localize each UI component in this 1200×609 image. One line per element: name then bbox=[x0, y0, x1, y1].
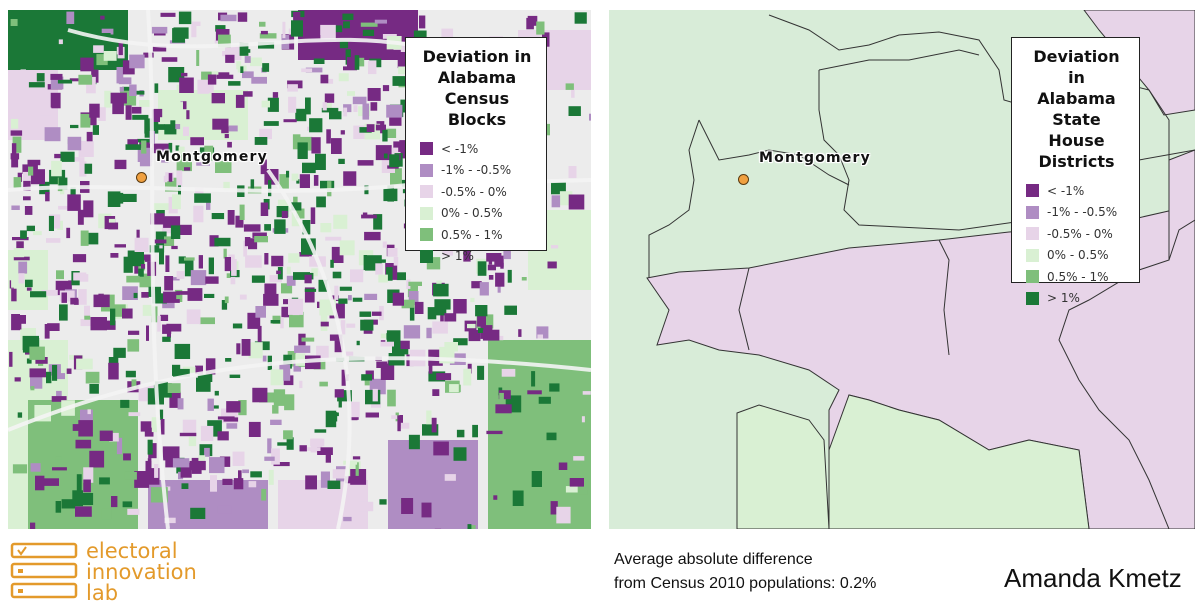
district-green-south bbox=[828, 394, 1090, 529]
legend-swatch bbox=[420, 142, 433, 156]
legend-swatch bbox=[420, 185, 433, 199]
legend-swatch bbox=[420, 228, 433, 242]
legend-swatch bbox=[420, 163, 433, 177]
legend-item: 0% - 0.5% bbox=[420, 203, 534, 225]
legend-swatch bbox=[1026, 227, 1039, 241]
legend-swatch bbox=[420, 206, 433, 220]
logo-text-line: electoral bbox=[86, 539, 178, 563]
legend-item: -0.5% - 0% bbox=[1026, 223, 1127, 245]
census-blocks-legend: Deviation in Alabama Census Blocks < -1%… bbox=[405, 37, 547, 263]
legend-item: < -1% bbox=[1026, 180, 1127, 202]
legend-swatch bbox=[1026, 291, 1039, 305]
legend-item: > 1% bbox=[420, 246, 534, 268]
state-house-districts-map: Montgomery Deviation in Alabama State Ho… bbox=[609, 10, 1195, 529]
city-label-montgomery: Montgomery bbox=[156, 149, 268, 165]
census-blocks-map: Montgomery Deviation in Alabama Census B… bbox=[8, 10, 591, 529]
author-credit: Amanda Kmetz bbox=[1004, 563, 1182, 593]
ballot-stack-icon bbox=[10, 542, 78, 599]
legend-item: -0.5% - 0% bbox=[420, 181, 534, 203]
logo-text-line: lab bbox=[86, 581, 119, 605]
logo-text-line: innovation bbox=[86, 560, 197, 584]
district-green-southcenter bbox=[736, 404, 830, 529]
legend-item: 0% - 0.5% bbox=[1026, 245, 1127, 267]
legend-item: -1% - -0.5% bbox=[420, 160, 534, 182]
city-label-montgomery: Montgomery bbox=[759, 150, 871, 166]
legend-swatch bbox=[1026, 270, 1039, 284]
legend-item: 0.5% - 1% bbox=[420, 224, 534, 246]
legend-item: -1% - -0.5% bbox=[1026, 202, 1127, 224]
city-marker bbox=[136, 172, 147, 183]
city-marker bbox=[738, 174, 749, 185]
legend-item: > 1% bbox=[1026, 288, 1127, 310]
legend-swatch bbox=[1026, 248, 1039, 262]
legend-item: 0.5% - 1% bbox=[1026, 266, 1127, 288]
electoral-innovation-lab-logo: electoral innovation lab bbox=[10, 540, 230, 605]
legend-swatch bbox=[420, 249, 433, 263]
legend-title: Deviation in Alabama Census Blocks bbox=[422, 47, 532, 129]
legend-item: < -1% bbox=[420, 138, 534, 160]
average-difference-note: Average absolute difference from Census … bbox=[614, 551, 877, 592]
legend-title: Deviation in Alabama State House Distric… bbox=[1033, 47, 1120, 171]
legend-swatch bbox=[1026, 184, 1039, 198]
legend-swatch bbox=[1026, 205, 1039, 219]
districts-legend: Deviation in Alabama State House Distric… bbox=[1011, 37, 1140, 305]
